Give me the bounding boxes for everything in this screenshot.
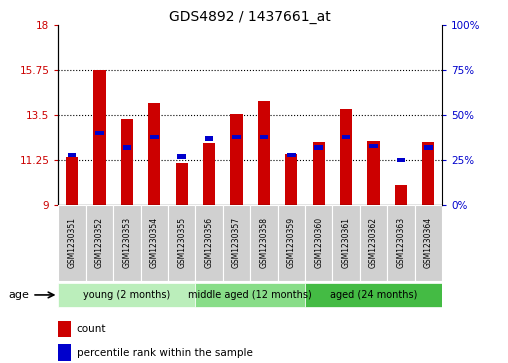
Text: GSM1230364: GSM1230364 bbox=[424, 216, 433, 268]
Bar bbox=[395, 185, 407, 205]
Bar bbox=[277, 205, 305, 281]
Bar bbox=[332, 205, 360, 281]
Bar bbox=[415, 205, 442, 281]
Bar bbox=[113, 205, 141, 281]
Bar bbox=[397, 158, 405, 162]
Text: GSM1230361: GSM1230361 bbox=[341, 216, 351, 268]
Bar bbox=[342, 135, 351, 139]
Text: count: count bbox=[77, 324, 106, 334]
Text: GSM1230355: GSM1230355 bbox=[177, 216, 186, 268]
Bar bbox=[205, 136, 213, 141]
Text: GSM1230352: GSM1230352 bbox=[95, 216, 104, 268]
Text: GSM1230357: GSM1230357 bbox=[232, 216, 241, 268]
Bar bbox=[424, 146, 433, 150]
Text: GSM1230359: GSM1230359 bbox=[287, 216, 296, 268]
Bar bbox=[387, 205, 415, 281]
Bar bbox=[148, 103, 161, 205]
Bar bbox=[287, 152, 296, 157]
Bar bbox=[86, 205, 113, 281]
Bar bbox=[305, 205, 332, 281]
Bar bbox=[285, 154, 298, 205]
Bar bbox=[141, 205, 168, 281]
Bar bbox=[176, 163, 188, 205]
Text: GSM1230363: GSM1230363 bbox=[396, 216, 405, 268]
Bar bbox=[150, 135, 158, 139]
Bar bbox=[314, 146, 323, 150]
Bar bbox=[66, 157, 78, 205]
Bar bbox=[422, 142, 434, 205]
Text: GSM1230353: GSM1230353 bbox=[122, 216, 132, 268]
Bar bbox=[230, 114, 243, 205]
Bar bbox=[58, 321, 71, 337]
Text: GSM1230351: GSM1230351 bbox=[68, 216, 77, 268]
Bar bbox=[232, 135, 241, 139]
Bar bbox=[121, 119, 133, 205]
Bar bbox=[223, 205, 250, 281]
Bar bbox=[203, 143, 215, 205]
Bar bbox=[95, 131, 104, 135]
Bar bbox=[258, 101, 270, 205]
Bar bbox=[250, 205, 277, 281]
Bar bbox=[196, 205, 223, 281]
Bar bbox=[196, 283, 305, 307]
Title: GDS4892 / 1437661_at: GDS4892 / 1437661_at bbox=[169, 11, 331, 24]
Bar bbox=[367, 141, 379, 205]
Text: GSM1230360: GSM1230360 bbox=[314, 216, 323, 268]
Bar bbox=[305, 283, 442, 307]
Bar bbox=[260, 135, 268, 139]
Text: GSM1230354: GSM1230354 bbox=[150, 216, 159, 268]
Bar bbox=[122, 146, 131, 150]
Bar bbox=[312, 142, 325, 205]
Text: young (2 months): young (2 months) bbox=[83, 290, 171, 300]
Text: GSM1230362: GSM1230362 bbox=[369, 216, 378, 268]
Text: middle aged (12 months): middle aged (12 months) bbox=[188, 290, 312, 300]
Bar bbox=[68, 152, 76, 157]
Bar bbox=[58, 344, 71, 361]
Text: GSM1230358: GSM1230358 bbox=[260, 216, 268, 268]
Bar bbox=[58, 283, 196, 307]
Bar bbox=[168, 205, 196, 281]
Bar bbox=[58, 205, 86, 281]
Bar bbox=[369, 144, 378, 148]
Text: GSM1230356: GSM1230356 bbox=[205, 216, 213, 268]
Text: aged (24 months): aged (24 months) bbox=[330, 290, 417, 300]
Text: age: age bbox=[9, 290, 29, 300]
Bar bbox=[93, 70, 106, 205]
Bar bbox=[340, 109, 352, 205]
Text: percentile rank within the sample: percentile rank within the sample bbox=[77, 348, 252, 358]
Bar bbox=[360, 205, 387, 281]
Bar bbox=[177, 154, 186, 159]
